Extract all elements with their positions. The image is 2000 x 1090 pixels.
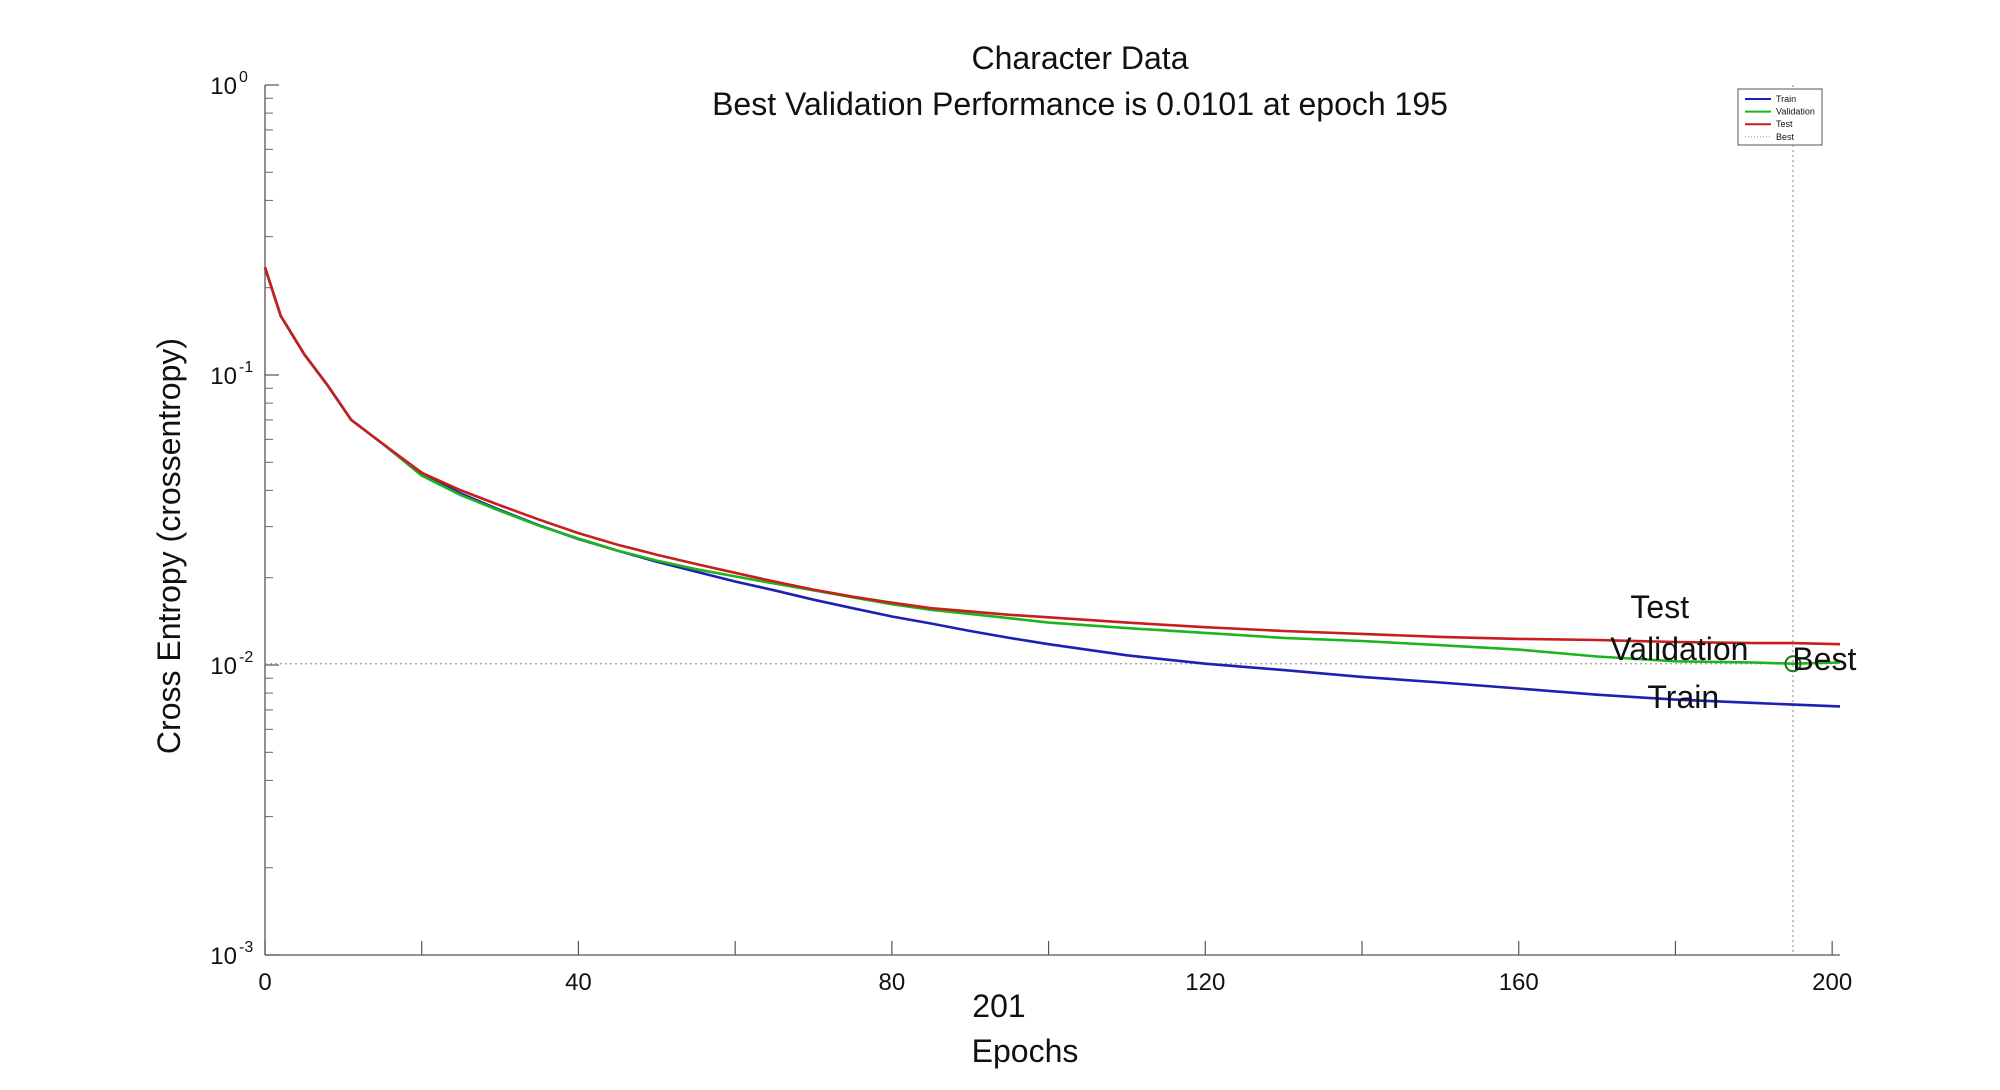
legend-label-test: Test — [1776, 119, 1793, 129]
x-axis-label: Epochs — [972, 1033, 1079, 1069]
y-tick-label: 10 — [210, 943, 237, 970]
legend: Train Validation Test Best — [1737, 88, 1823, 146]
chart-title: Character Data — [972, 40, 1189, 76]
x-tick-label: 200 — [1812, 969, 1852, 996]
annotation-validation: Validation — [1610, 631, 1748, 667]
annotation-train: Train — [1647, 679, 1719, 715]
y-tick-exponent: 0 — [239, 69, 248, 86]
x-tick-label: 160 — [1499, 969, 1539, 996]
y-tick-exponent: -3 — [239, 939, 253, 956]
y-axis-label: Cross Entropy (crossentropy) — [151, 338, 187, 754]
legend-label-train: Train — [1776, 94, 1796, 104]
y-tick-exponent: -1 — [239, 359, 253, 376]
legend-label-validation: Validation — [1776, 107, 1815, 117]
legend-label-best: Best — [1776, 132, 1795, 142]
annotations: Test Validation Best Train — [1610, 589, 1856, 715]
annotation-best: Best — [1792, 641, 1856, 677]
best-guides — [265, 85, 1840, 955]
y-tick-exponent: -2 — [239, 649, 253, 666]
y-tick-label: 10 — [210, 363, 237, 390]
series-layer — [263, 266, 1841, 708]
y-tick-label: 10 — [210, 73, 237, 100]
x-tick-label: 0 — [258, 969, 271, 996]
y-tick-label: 10 — [210, 653, 237, 680]
series-line-test — [263, 266, 1841, 646]
x-tick-label: 40 — [565, 969, 592, 996]
x-tick-label: 120 — [1185, 969, 1225, 996]
legend-box — [1737, 88, 1823, 146]
x-tick-label: 80 — [879, 969, 906, 996]
x-axis-extra-label: 201 — [972, 988, 1025, 1024]
annotation-test: Test — [1630, 589, 1689, 625]
chart-subtitle: Best Validation Performance is 0.0101 at… — [712, 86, 1448, 122]
best-marker — [1784, 655, 1802, 673]
